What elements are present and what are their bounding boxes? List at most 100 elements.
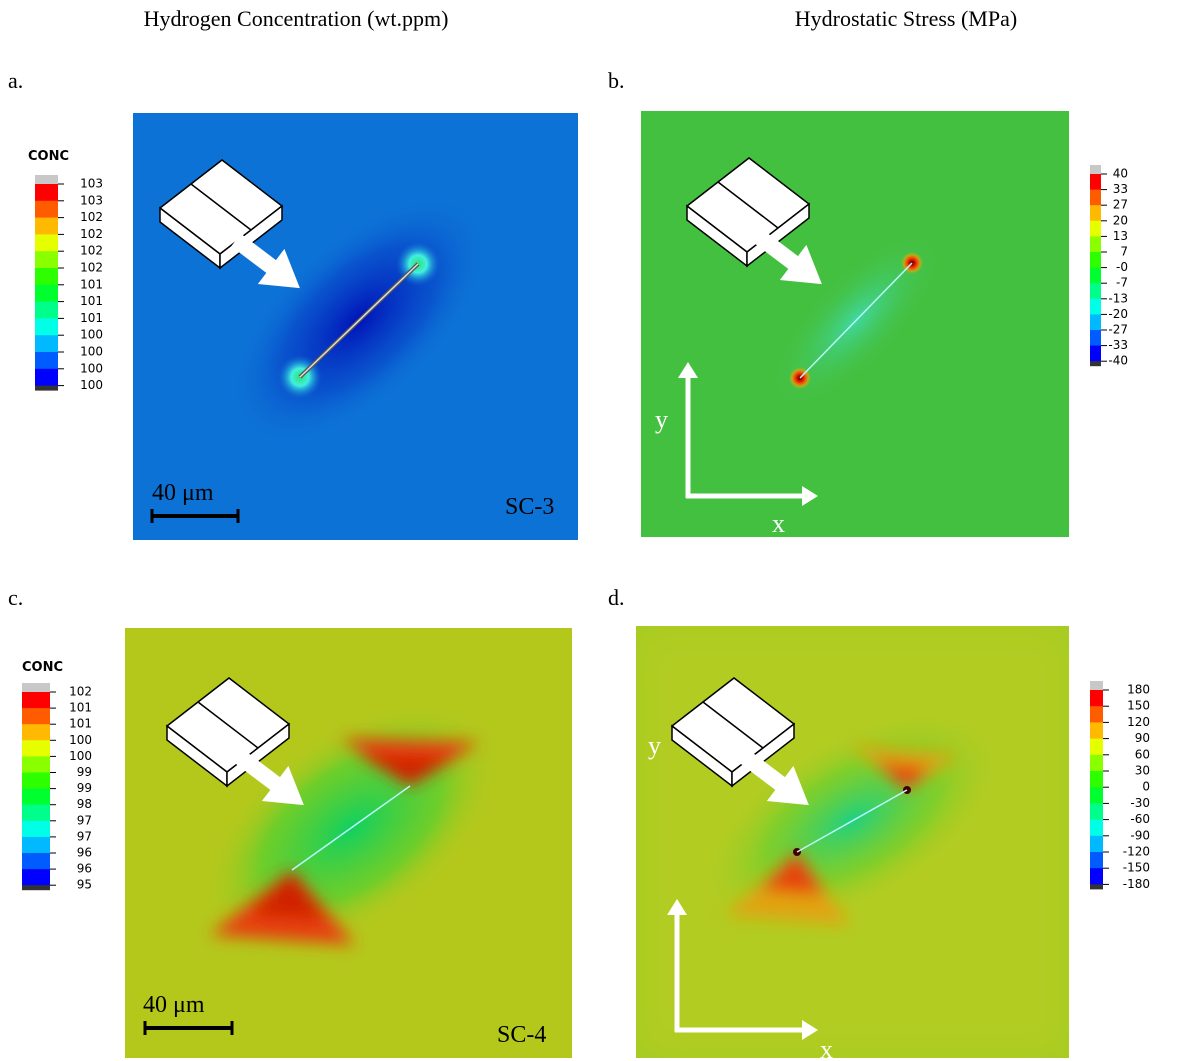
legend-swatch	[1090, 706, 1103, 723]
legend-label: 30	[1135, 764, 1150, 778]
legend-label: 103	[80, 177, 103, 191]
legend-swatch	[22, 869, 50, 886]
legend-label: -20	[1108, 307, 1128, 321]
legend-swatch	[35, 251, 58, 268]
legend-swatch	[35, 285, 58, 302]
legend-label: -150	[1123, 861, 1150, 875]
legend-swatch	[22, 789, 50, 806]
legend-swatch	[1090, 722, 1103, 739]
legend-label: 101	[80, 277, 103, 291]
legend-swatch	[1090, 174, 1101, 190]
legend-label: 90	[1135, 731, 1150, 745]
legend-label: 102	[69, 685, 92, 699]
axis-label: x	[820, 1035, 833, 1061]
legend-swatch	[22, 724, 50, 741]
legend-title: CONC	[28, 149, 69, 164]
legend-label: 96	[77, 846, 92, 860]
legend-swatch	[22, 756, 50, 773]
legend-label: 13	[1113, 229, 1128, 243]
legend-label: 40	[1113, 167, 1128, 181]
legend-swatch	[1090, 330, 1101, 346]
legend-swatch	[1090, 852, 1103, 869]
legend-swatch	[35, 234, 58, 251]
legend-swatch	[22, 740, 50, 757]
legend-label: 102	[80, 210, 103, 224]
legend-swatch	[35, 369, 58, 386]
axis-label: y	[648, 731, 661, 760]
legend-swatch	[35, 218, 58, 235]
legend-swatch	[1090, 820, 1103, 837]
legend-swatch	[1090, 346, 1101, 362]
legend-label: 150	[1127, 699, 1150, 713]
legend-cap	[1090, 361, 1101, 366]
legend-swatch	[1090, 236, 1101, 252]
legend-swatch	[1090, 803, 1103, 820]
legend-label: 97	[77, 829, 92, 843]
legend-label: -60	[1130, 812, 1150, 826]
legend-swatch	[35, 268, 58, 285]
legend-swatch	[35, 201, 58, 218]
legend-label: 180	[1127, 683, 1150, 697]
contour-field: y x	[641, 111, 1069, 538]
legend-label: 100	[80, 345, 103, 359]
legend-label: 7	[1120, 245, 1128, 259]
legend-cap	[22, 683, 50, 692]
sample-label: SC-3	[505, 494, 554, 520]
legend-label: 101	[69, 717, 92, 731]
legend-label: 101	[80, 311, 103, 325]
legend-label: 96	[77, 862, 92, 876]
legend-label: 101	[69, 701, 92, 715]
sample-label: SC-4	[497, 1022, 546, 1048]
legend-label: 102	[80, 227, 103, 241]
legend-label: 60	[1135, 747, 1150, 761]
panel-label: c.	[8, 585, 23, 610]
legend-label: 20	[1113, 213, 1128, 227]
legend-label: 102	[80, 261, 103, 275]
legend-label: -7	[1116, 276, 1128, 290]
legend-label: 100	[69, 733, 92, 747]
legend-cap	[35, 175, 58, 184]
legend-label: 99	[77, 781, 92, 795]
legend-label: 27	[1113, 198, 1128, 212]
legend-label: -13	[1108, 291, 1128, 305]
legend-swatch	[1090, 787, 1103, 804]
panel-label: a.	[8, 68, 23, 93]
scale-bar-label: 40 μm	[152, 480, 214, 506]
legend-swatch	[22, 853, 50, 870]
legend-label: 120	[1127, 715, 1150, 729]
legend-label: 98	[77, 797, 92, 811]
figure: Hydrogen Concentration (wt.ppm) Hydrosta…	[0, 0, 1178, 1061]
legend-label: 102	[80, 244, 103, 258]
legend-label: -180	[1123, 877, 1150, 891]
legend-label: 33	[1113, 182, 1128, 196]
legend-label: -33	[1108, 338, 1128, 352]
legend-label: 100	[80, 378, 103, 392]
legend-swatch	[22, 708, 50, 725]
panel-label: d.	[608, 585, 625, 610]
contour-field: y x	[636, 626, 1069, 1061]
legend-cap	[35, 386, 58, 391]
legend-label: -90	[1130, 828, 1150, 842]
legend-swatch	[1090, 739, 1103, 756]
legend-swatch	[1090, 299, 1101, 315]
legend-swatch	[1090, 205, 1101, 221]
legend-swatch	[1090, 314, 1101, 330]
panel-label: b.	[608, 68, 625, 93]
legend-cap	[1090, 165, 1101, 174]
legend-label: -27	[1108, 323, 1128, 337]
axis-label: y	[655, 405, 668, 434]
legend-label: -0	[1116, 260, 1128, 274]
legend-label: 95	[77, 878, 92, 892]
legend-swatch	[1090, 221, 1101, 237]
legend-swatch	[35, 352, 58, 369]
legend-label: -120	[1123, 845, 1150, 859]
legend-label: -30	[1130, 796, 1150, 810]
legend-label: 0	[1142, 780, 1150, 794]
legend-swatch	[1090, 836, 1103, 853]
column-header: Hydrostatic Stress (MPa)	[795, 6, 1017, 31]
legend-swatch	[1090, 252, 1101, 268]
scale-bar-label: 40 μm	[143, 992, 205, 1018]
legend-label: 99	[77, 765, 92, 779]
legend-swatch	[1090, 690, 1103, 707]
legend-label: -40	[1108, 354, 1128, 368]
